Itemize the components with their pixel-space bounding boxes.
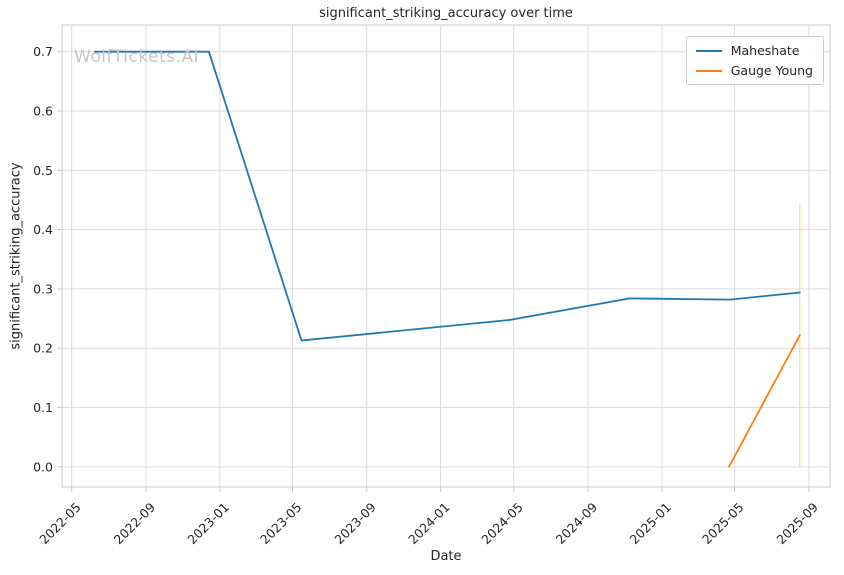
legend-item-gauge-young: Gauge Young xyxy=(695,63,813,78)
x-tick-label: 2025-01 xyxy=(626,500,674,548)
x-tick-label: 2024-05 xyxy=(478,500,526,548)
y-tick-label: 0.2 xyxy=(33,341,53,356)
y-tick-label: 0.6 xyxy=(33,103,53,118)
x-tick-label: 2025-09 xyxy=(773,499,821,547)
series-line-maheshate xyxy=(93,50,801,342)
x-tick-label: 2024-01 xyxy=(405,500,453,548)
watermark: WolfTickets.AI xyxy=(74,47,200,67)
y-tick-label: 0.0 xyxy=(33,459,53,474)
x-tick-label: 2025-05 xyxy=(699,500,747,548)
legend-item-maheshate: Maheshate xyxy=(695,43,813,58)
y-tick-label: 0.1 xyxy=(33,400,53,415)
x-tick-label: 2023-05 xyxy=(257,500,305,548)
y-tick-label: 0.7 xyxy=(33,44,53,59)
legend-label: Gauge Young xyxy=(730,63,813,78)
series-line-gauge-young xyxy=(728,334,801,468)
plot-frame xyxy=(61,24,831,488)
x-tick-label: 2022-05 xyxy=(36,500,84,548)
x-tick-label: 2023-09 xyxy=(331,499,379,547)
x-tick-label: 2022-09 xyxy=(111,499,159,547)
y-tick-label: 0.3 xyxy=(33,281,53,296)
legend-label: Maheshate xyxy=(730,43,800,58)
y-axis-label: significant_striking_accuracy xyxy=(8,162,24,350)
legend-line-sample-icon xyxy=(695,69,722,72)
legend-line-sample-icon xyxy=(695,49,722,52)
y-tick-label: 0.5 xyxy=(33,163,53,178)
x-tick-label: 2023-01 xyxy=(184,500,232,548)
x-axis-label: Date xyxy=(430,549,462,564)
x-tick-label: 2024-09 xyxy=(553,499,601,547)
chart-title: significant_striking_accuracy over time xyxy=(319,6,573,21)
y-tick-label: 0.4 xyxy=(33,222,53,237)
legend: Maheshate Gauge Young xyxy=(685,36,824,85)
